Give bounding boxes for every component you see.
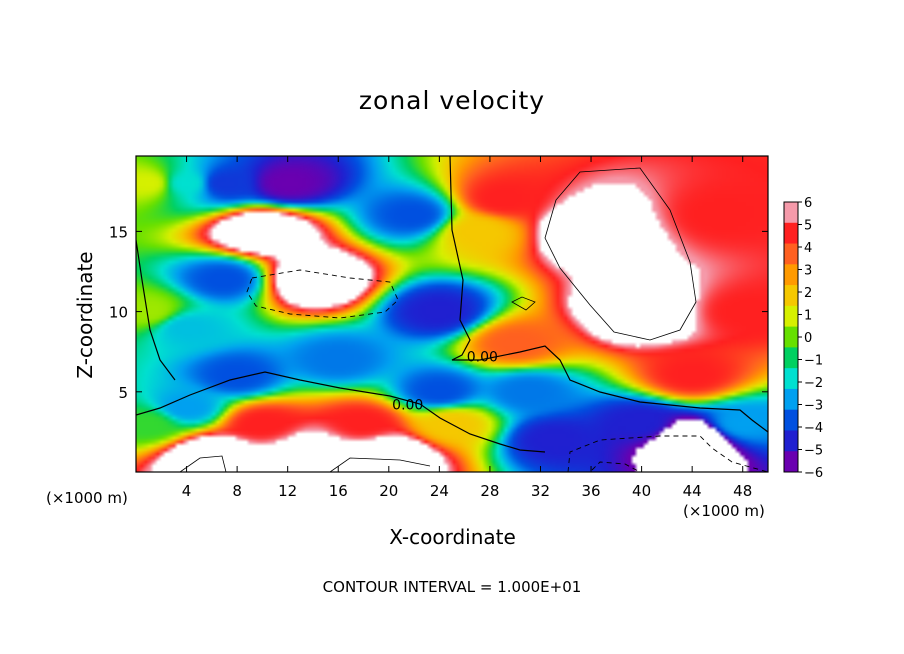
contour-labels: 0.00 0.00 bbox=[392, 350, 498, 414]
x-unit-left: (×1000 m) bbox=[46, 489, 128, 507]
colorbar-swatch bbox=[784, 451, 798, 473]
negative-contour-bottom bbox=[567, 435, 768, 472]
x-tick-label: 24 bbox=[430, 482, 449, 500]
x-axis-label: X-coordinate bbox=[389, 525, 516, 549]
zero-contour-left-edge bbox=[136, 239, 176, 381]
colorbar-tick-label: 4 bbox=[804, 241, 812, 256]
contour-label: 0.00 bbox=[467, 350, 498, 366]
colorbar-tick-label: −4 bbox=[804, 421, 823, 436]
x-tick-label: 16 bbox=[329, 482, 348, 500]
colorbar-tick-label: 0 bbox=[804, 331, 812, 346]
y-tick-label: 10 bbox=[109, 304, 128, 322]
x-tick-label: 28 bbox=[480, 482, 499, 500]
x-tick-label: 4 bbox=[182, 482, 192, 500]
colorbar-swatch bbox=[784, 202, 798, 224]
y-tick-label: 15 bbox=[109, 223, 128, 241]
contour-label: 0.00 bbox=[392, 398, 423, 414]
x-tick-label: 8 bbox=[232, 482, 242, 500]
x-unit-right: (×1000 m) bbox=[683, 502, 765, 520]
plot-frame bbox=[135, 155, 769, 473]
contour-lines bbox=[136, 156, 768, 472]
chart-title: zonal velocity bbox=[358, 86, 546, 115]
colorbar-tick-label: −6 bbox=[804, 466, 823, 481]
x-tick-label: 12 bbox=[278, 482, 297, 500]
colorbar: 6 5 4 3 2 1 0 −1 −2 −3 −4 −5 −6 bbox=[783, 196, 823, 481]
colorbar-tick-label: 5 bbox=[804, 219, 812, 234]
colorbar-tick-label: −3 bbox=[804, 399, 823, 414]
colorbar-swatch bbox=[784, 409, 798, 431]
x-tick-label: 36 bbox=[581, 482, 600, 500]
y-tick-label: 5 bbox=[118, 384, 128, 402]
colorbar-swatch bbox=[784, 368, 798, 390]
colorbar-tick-label: 2 bbox=[804, 286, 812, 301]
x-tick-label: 40 bbox=[632, 482, 651, 500]
colorbar-swatch bbox=[784, 285, 798, 307]
zero-contour-lower bbox=[136, 371, 546, 453]
colorbar-tick-label: 3 bbox=[804, 264, 812, 279]
colorbar-swatch bbox=[784, 347, 798, 369]
colorbar-swatch bbox=[784, 388, 798, 411]
colorbar-tick-label: −2 bbox=[804, 376, 823, 391]
x-tick-label: 20 bbox=[379, 482, 398, 500]
x-tick-label: 44 bbox=[683, 482, 702, 500]
x-tick-label: 32 bbox=[531, 482, 550, 500]
colorbar-tick-label: −5 bbox=[804, 444, 823, 459]
colorbar-swatch bbox=[784, 264, 798, 286]
contour-interval-note: CONTOUR INTERVAL = 1.000E+01 bbox=[322, 578, 582, 596]
colorbar-swatch bbox=[784, 305, 798, 328]
colorbar-swatch bbox=[784, 243, 798, 265]
colorbar-tick-label: −1 bbox=[804, 354, 823, 369]
colorbar-tick-label: 6 bbox=[804, 196, 812, 211]
colorbar-swatch bbox=[784, 222, 798, 245]
positive-contour-loop bbox=[544, 167, 697, 341]
x-tick-label: 48 bbox=[733, 482, 752, 500]
bottom-contour-wiggle bbox=[179, 455, 431, 472]
positive-contour-small bbox=[511, 296, 536, 311]
colorbar-swatch bbox=[784, 430, 798, 452]
negative-contour-loop bbox=[246, 269, 399, 319]
colorbar-tick-label: 1 bbox=[804, 309, 812, 324]
zero-contour-upper bbox=[449, 156, 768, 433]
colorbar-swatch bbox=[784, 326, 798, 348]
